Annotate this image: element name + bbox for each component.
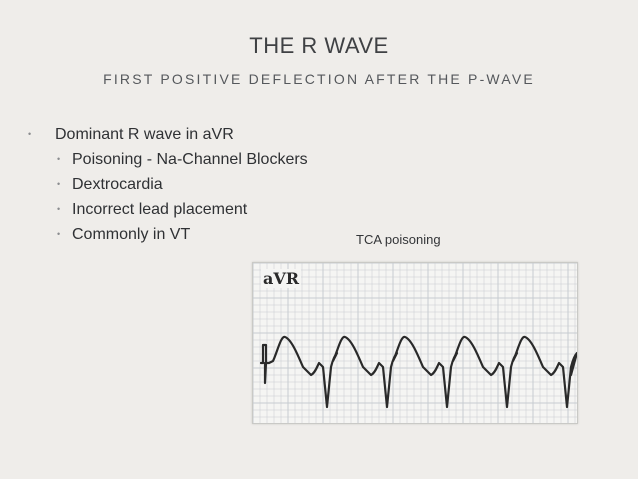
bullet-icon: • (57, 204, 61, 214)
bullet-icon: • (28, 129, 32, 139)
bullet-icon: • (57, 229, 61, 239)
bullet-list: • Dominant R wave in aVR • Poisoning - Na-… (28, 122, 308, 247)
ecg-trace-graphic (253, 263, 577, 423)
figure-caption: TCA poisoning (356, 232, 441, 247)
bullet-text: Commonly in VT (72, 226, 191, 243)
bullet-item: • Poisoning - Na-Channel Blockers (28, 147, 308, 172)
bullet-item: • Commonly in VT (28, 222, 308, 247)
bullet-icon: • (57, 179, 61, 189)
bullet-text: Dextrocardia (72, 176, 163, 193)
bullet-text: Incorrect lead placement (72, 201, 248, 218)
ecg-lead-label: aVR (261, 269, 302, 288)
bullet-text: Poisoning - Na-Channel Blockers (72, 151, 308, 168)
bullet-item: • Dextrocardia (28, 172, 308, 197)
bullet-item: • Dominant R wave in aVR (28, 122, 308, 147)
ecg-strip-image: aVR (252, 262, 578, 424)
slide-title: THE R WAVE (249, 33, 389, 58)
bullet-text: Dominant R wave in aVR (55, 126, 234, 143)
bullet-item: • Incorrect lead placement (28, 197, 308, 222)
slide-subtitle: FIRST POSITIVE DEFLECTION AFTER THE P-WA… (103, 71, 535, 87)
bullet-icon: • (57, 154, 61, 164)
